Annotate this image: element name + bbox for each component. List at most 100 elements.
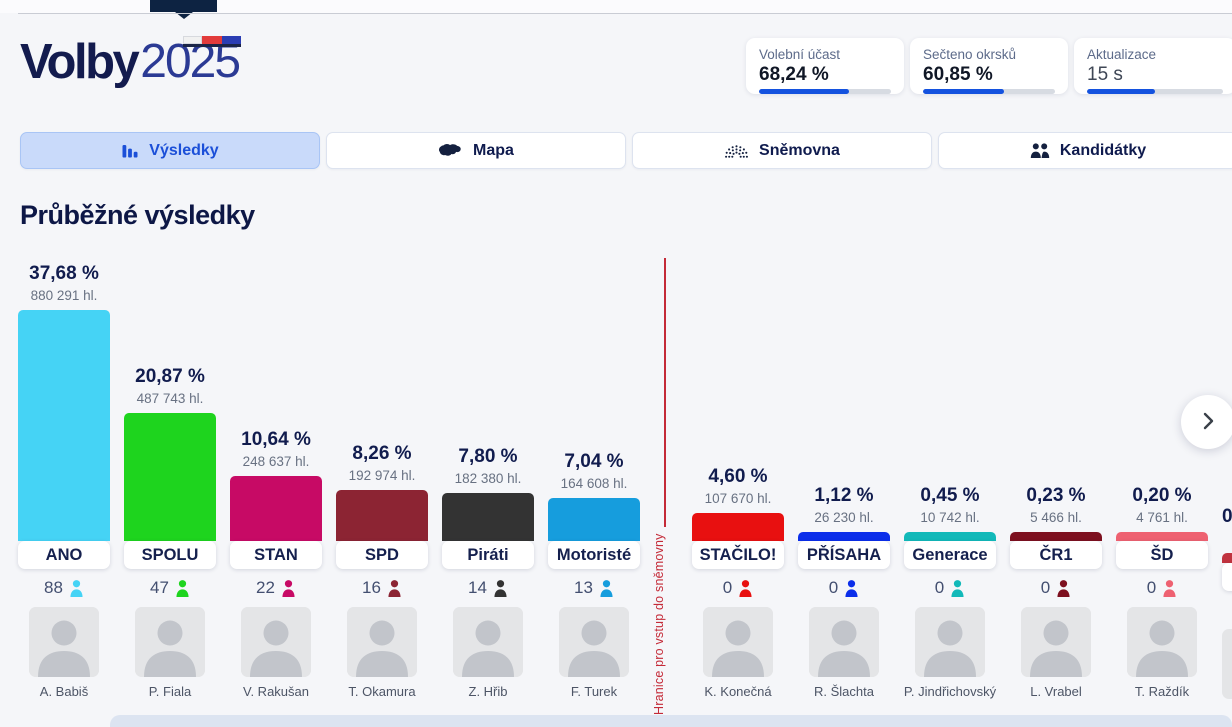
party-name-label[interactable]: Piráti — [442, 541, 534, 569]
candidate-photo[interactable] — [29, 607, 99, 677]
party-percent: 37,68 % — [29, 263, 99, 284]
party-votes: 10 742 hl. — [920, 510, 980, 525]
tab-label: Kandidátky — [1059, 141, 1147, 159]
tab-mapa[interactable]: Mapa — [326, 132, 626, 169]
progress-bar — [923, 89, 1055, 94]
stat-label: Aktualizace — [1087, 47, 1157, 62]
chevron-right-icon — [1197, 410, 1219, 435]
candidate-name: L. Vrabel — [1030, 684, 1082, 699]
party-percent-fragment: 0 — [1222, 506, 1232, 527]
party-votes: 5 466 hl. — [1030, 510, 1082, 525]
tab-snemovna[interactable]: Sněmovna — [632, 132, 932, 169]
party-seats-count: 0 — [1146, 578, 1157, 597]
party-bar[interactable] — [1222, 553, 1232, 563]
party-votes-fragment — [1222, 530, 1226, 547]
tab-label: Výsledky — [149, 141, 219, 159]
candidate-photo[interactable] — [1127, 607, 1197, 677]
party-bar[interactable] — [692, 513, 784, 541]
party-percent: 1,12 % — [814, 485, 874, 506]
party-percent: 8,26 % — [352, 443, 412, 464]
active-nav-pointer — [150, 0, 217, 19]
candidate-photo[interactable] — [559, 607, 629, 677]
party-seats-count: 0 — [828, 578, 839, 597]
party-votes: 164 608 hl. — [560, 476, 628, 491]
threshold-label: Hranice pro vstup do sněmovny — [652, 533, 666, 715]
party-name-label[interactable]: ANO — [18, 541, 110, 569]
stat-card-counted-districts: Sečteno okrsků 60,85 % — [910, 38, 1068, 94]
candidate-photo[interactable] — [453, 607, 523, 677]
czech-flag-icon — [183, 36, 242, 47]
party-name-label[interactable]: SPOLU — [124, 541, 216, 569]
party-votes: 487 743 hl. — [136, 391, 204, 406]
party-bar[interactable] — [124, 413, 216, 541]
candidate-photo[interactable] — [135, 607, 205, 677]
party-name-label[interactable]: PŘÍSAHA — [798, 541, 890, 569]
party-percent: 7,04 % — [564, 451, 624, 472]
candidate-photo[interactable] — [347, 607, 417, 677]
party-seats: 22 — [256, 578, 296, 598]
party-column: 7,04 % 164 608 hl. Motoristé 13 F. Turek — [548, 451, 640, 699]
party-seats: 47 — [150, 578, 190, 598]
candidate-name: R. Šlachta — [814, 684, 874, 699]
party-bar[interactable] — [798, 532, 890, 541]
site-logo[interactable]: Volby 2025 — [20, 34, 242, 90]
tab-vysledky[interactable]: Výsledky — [20, 132, 320, 169]
party-column: 8,26 % 192 974 hl. SPD 16 T. Okamura — [336, 443, 428, 699]
person-icon — [844, 579, 859, 597]
parliament-icon — [724, 144, 749, 158]
party-name-label[interactable]: ČR1 — [1010, 541, 1102, 569]
candidate-photo[interactable] — [1021, 607, 1091, 677]
person-icon — [599, 579, 614, 597]
party-percent: 0,45 % — [920, 485, 980, 506]
party-seats-count: 47 — [150, 578, 169, 597]
party-percent: 10,64 % — [241, 429, 311, 450]
party-name-label[interactable]: Generace — [904, 541, 996, 569]
candidate-photo[interactable] — [915, 607, 985, 677]
candidate-name: A. Babiš — [39, 684, 89, 699]
party-bar[interactable] — [1010, 532, 1102, 541]
party-seats-count: 0 — [1040, 578, 1051, 597]
carousel-next-button[interactable] — [1181, 395, 1232, 449]
party-name-label[interactable]: Motoristé — [548, 541, 640, 569]
party-votes: 107 670 hl. — [704, 491, 772, 506]
party-bar[interactable] — [442, 493, 534, 541]
stat-card-turnout: Volební účast 68,24 % — [746, 38, 904, 94]
party-seats: 0 — [723, 578, 753, 598]
party-name-label[interactable]: ŠD — [1116, 541, 1208, 569]
party-bar[interactable] — [904, 532, 996, 541]
party-name-label[interactable] — [1222, 563, 1232, 591]
party-bar[interactable] — [336, 490, 428, 541]
person-icon — [69, 579, 84, 597]
party-seats-count: 14 — [468, 578, 487, 597]
party-column: 1,12 % 26 230 hl. PŘÍSAHA 0 R. Šlachta — [798, 485, 890, 699]
candidate-name: Z. Hřib — [468, 684, 508, 699]
party-percent: 0,20 % — [1132, 485, 1192, 506]
party-name-label[interactable]: STAČILO! — [692, 541, 784, 569]
party-seats-count: 13 — [574, 578, 593, 597]
party-column: 0,45 % 10 742 hl. Generace 0 P. Jindřich… — [904, 485, 996, 699]
tab-kandidatky[interactable]: Kandidátky — [938, 132, 1232, 169]
candidate-photo[interactable] — [703, 607, 773, 677]
party-bar[interactable] — [18, 310, 110, 541]
partial-next-party-column: 0 — [1222, 506, 1232, 699]
candidate-name: V. Rakušan — [242, 684, 309, 699]
party-column: 7,80 % 182 380 hl. Piráti 14 Z. Hřib — [442, 446, 534, 699]
stat-label: Sečteno okrsků — [923, 47, 1017, 62]
party-bar[interactable] — [548, 498, 640, 541]
party-percent: 4,60 % — [708, 466, 768, 487]
party-name-label[interactable]: SPD — [336, 541, 428, 569]
person-icon — [493, 579, 508, 597]
party-seats-count: 0 — [722, 578, 733, 597]
party-bar[interactable] — [230, 476, 322, 541]
party-seats: 88 — [44, 578, 84, 598]
candidate-photo[interactable] — [809, 607, 879, 677]
progress-bar — [759, 89, 891, 94]
candidate-photo[interactable] — [241, 607, 311, 677]
stat-progress-fill — [923, 89, 1004, 94]
candidate-photo[interactable] — [1222, 629, 1232, 699]
logo-word: Volby — [20, 35, 140, 89]
party-name-label[interactable]: STAN — [230, 541, 322, 569]
party-seats-count: 88 — [44, 578, 63, 597]
party-bar[interactable] — [1116, 532, 1208, 541]
person-icon — [738, 579, 753, 597]
